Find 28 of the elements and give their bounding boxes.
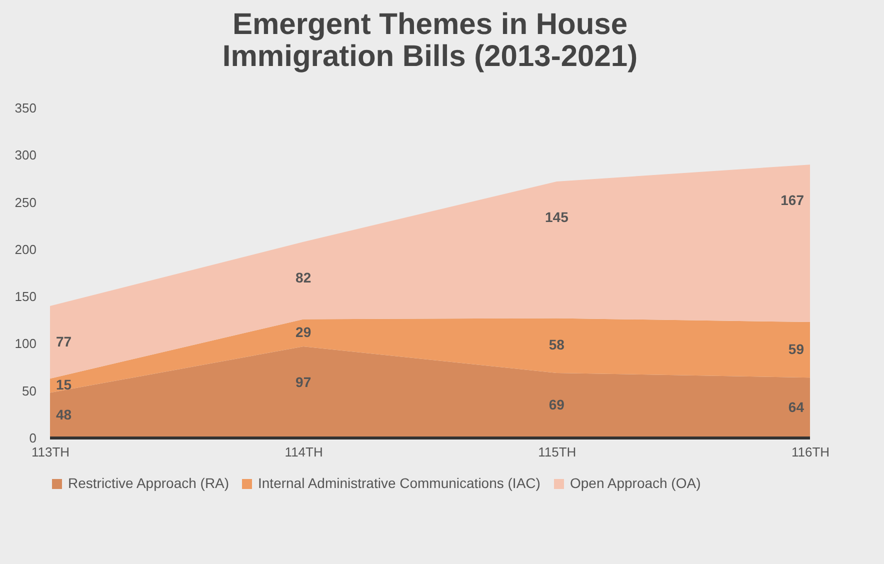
data-label: 15 bbox=[56, 376, 72, 393]
y-tick-label: 50 bbox=[22, 383, 36, 398]
x-tick-label: 114TH bbox=[284, 444, 323, 460]
legend-label: Internal Administrative Communications (IAC) bbox=[258, 475, 540, 491]
data-label: 48 bbox=[56, 406, 72, 422]
y-tick-label: 350 bbox=[14, 100, 36, 116]
legend-label: Restrictive Approach (RA) bbox=[68, 475, 230, 491]
x-tick-label: 116TH bbox=[791, 444, 830, 460]
y-tick-label: 300 bbox=[14, 148, 36, 163]
y-tick-label: 100 bbox=[14, 336, 36, 352]
x-tick-label: 115TH bbox=[538, 444, 576, 460]
data-label: 69 bbox=[548, 396, 565, 412]
data-label: 167 bbox=[780, 192, 804, 208]
y-tick-label: 150 bbox=[14, 289, 36, 304]
y-tick-label: 250 bbox=[14, 194, 36, 210]
data-label: 82 bbox=[296, 270, 312, 286]
data-label: 77 bbox=[56, 333, 72, 350]
data-label: 64 bbox=[788, 398, 804, 415]
data-label: 145 bbox=[544, 209, 569, 226]
y-tick-label: 200 bbox=[14, 242, 36, 257]
legend-label: Open Approach (OA) bbox=[570, 475, 701, 491]
y-tick-label: 0 bbox=[29, 430, 36, 446]
data-label: 97 bbox=[296, 374, 312, 390]
chart-title: Emergent Themes in House Immigration Bills (2013-2021) bbox=[222, 8, 638, 73]
data-label: 29 bbox=[296, 324, 312, 340]
x-tick-label: 113TH bbox=[31, 444, 70, 460]
data-label: 58 bbox=[548, 336, 565, 353]
data-label: 59 bbox=[788, 340, 804, 357]
